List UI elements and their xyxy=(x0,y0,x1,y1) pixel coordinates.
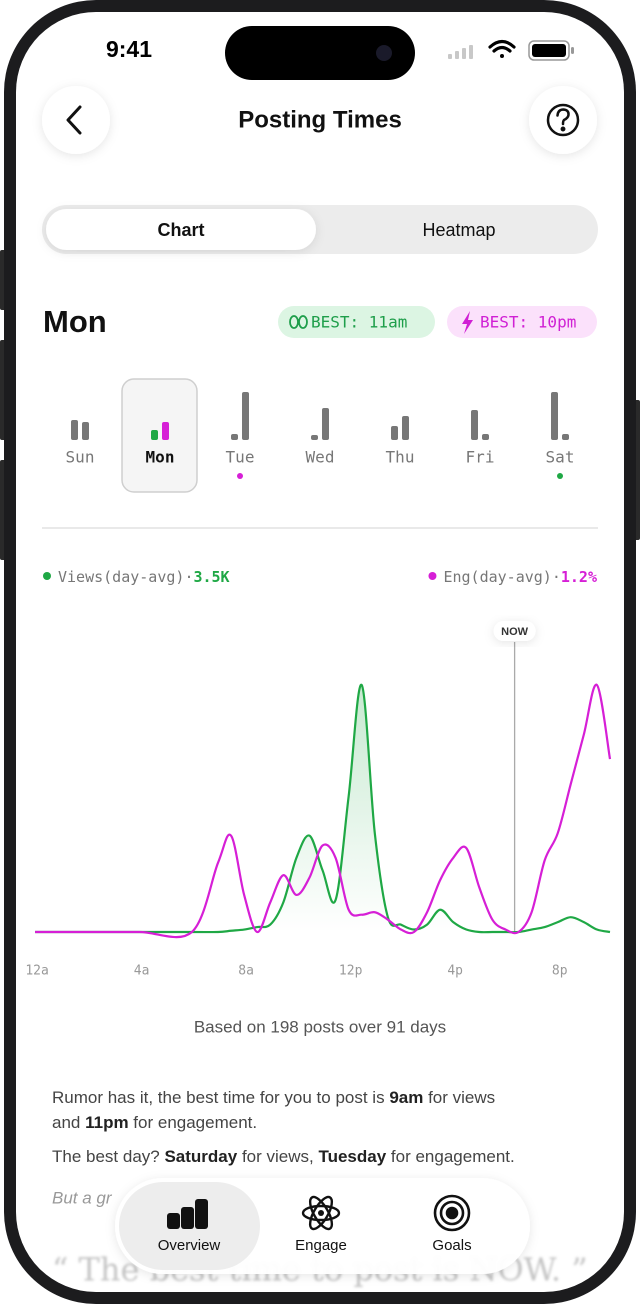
text-segment: Rumor has it, the best time for you to p… xyxy=(52,1088,389,1107)
now-label: NOW xyxy=(501,626,529,638)
goals-icon xyxy=(445,1206,459,1220)
day-bar-eng[interactable] xyxy=(82,422,89,440)
camera xyxy=(376,45,392,61)
best-day-dot xyxy=(557,473,563,479)
overview-icon xyxy=(195,1199,208,1229)
goals-icon xyxy=(439,1200,465,1226)
day-bar-views[interactable] xyxy=(471,410,478,440)
footnote: Based on 198 posts over 91 days xyxy=(194,1017,446,1036)
status-time: 9:41 xyxy=(106,36,152,62)
x-tick-label: 8a xyxy=(238,964,254,979)
paragraph-line: The best day? Saturday for views, Tuesda… xyxy=(52,1147,515,1166)
series-line xyxy=(35,683,611,934)
best-badge xyxy=(447,306,597,338)
day-title: Mon xyxy=(43,304,107,339)
engage-icon xyxy=(318,1210,324,1216)
tab-label[interactable]: Heatmap xyxy=(422,220,495,240)
legend-dot xyxy=(428,572,437,580)
text-segment: The best day? xyxy=(52,1147,164,1166)
day-selected[interactable] xyxy=(121,378,198,493)
day-bar-eng[interactable] xyxy=(162,422,169,440)
day-label[interactable]: Tue xyxy=(226,448,255,467)
day-bar-eng[interactable] xyxy=(322,408,329,440)
day-bar-eng[interactable] xyxy=(242,392,249,440)
bold-text: Saturday xyxy=(164,1147,237,1166)
tab-bar-label[interactable]: Engage xyxy=(295,1237,347,1254)
bolt-icon xyxy=(462,311,473,334)
legend-value: 3.5K xyxy=(193,568,229,586)
tab-bar-label[interactable]: Goals xyxy=(432,1237,471,1254)
day-label[interactable]: Mon xyxy=(146,448,175,467)
aside-text: But a gr xyxy=(52,1188,113,1207)
now-label-bg xyxy=(493,621,536,641)
day-label[interactable]: Sat xyxy=(546,448,575,467)
bold-text: Tuesday xyxy=(318,1147,386,1166)
screen-title: Posting Times xyxy=(238,106,402,133)
legend-value: 1.2% xyxy=(561,568,597,586)
day-bar-eng[interactable] xyxy=(562,434,569,440)
help-icon xyxy=(546,103,580,137)
tab-selected[interactable] xyxy=(46,209,316,250)
battery-icon xyxy=(528,40,574,61)
paragraph-line: Rumor has it, the best time for you to p… xyxy=(52,1088,495,1107)
x-tick-label: 12a xyxy=(25,964,48,979)
engage-icon xyxy=(308,1195,334,1231)
x-tick-label: 12p xyxy=(339,964,363,979)
legend-dot xyxy=(43,572,51,580)
overview-icon xyxy=(181,1207,194,1229)
day-bar-views[interactable] xyxy=(391,426,398,440)
goals-icon xyxy=(433,1194,471,1232)
legend-entry: Views(day-avg)·3.5K xyxy=(58,568,230,586)
x-tick-label: 4a xyxy=(134,964,150,979)
badge-text: BEST: 10pm xyxy=(480,313,576,332)
back-button[interactable] xyxy=(42,86,110,154)
paragraph-line: and 11pm for engagement. xyxy=(52,1113,257,1132)
text-segment: for engagement. xyxy=(129,1113,258,1132)
x-tick-label: 4p xyxy=(447,964,463,979)
day-bar-views[interactable] xyxy=(151,430,158,440)
day-bar-views[interactable] xyxy=(231,434,238,440)
day-bar-views[interactable] xyxy=(551,392,558,440)
series-line xyxy=(35,683,612,939)
legend-entry: Eng(day-avg)·1.2% xyxy=(443,568,597,586)
eyes-icon xyxy=(298,315,308,329)
text-segment: and xyxy=(52,1113,85,1132)
day-label[interactable]: Wed xyxy=(306,448,335,467)
text-segment: for views xyxy=(423,1088,495,1107)
wifi-icon xyxy=(488,39,516,58)
day-bar-views[interactable] xyxy=(71,420,78,440)
text-segment: for engagement. xyxy=(386,1147,515,1166)
dynamic-island xyxy=(225,26,415,80)
series-area xyxy=(35,684,611,933)
legend-separator: · xyxy=(184,568,193,586)
day-label[interactable]: Sun xyxy=(66,448,95,467)
x-tick-label: 8p xyxy=(552,964,568,979)
signal-icon xyxy=(448,45,473,59)
tab-label[interactable]: Chart xyxy=(157,220,204,240)
bold-text: 9am xyxy=(389,1088,423,1107)
back-icon xyxy=(66,105,82,135)
engage-icon xyxy=(301,1204,341,1222)
day-label[interactable]: Fri xyxy=(466,448,495,467)
day-bar-views[interactable] xyxy=(311,435,318,440)
overview-icon xyxy=(167,1213,180,1229)
legend-name: Views(day-avg) xyxy=(58,568,184,586)
day-bar-eng[interactable] xyxy=(402,416,409,440)
best-day-dot xyxy=(237,473,243,479)
engage-icon xyxy=(308,1195,334,1231)
day-label[interactable]: Thu xyxy=(386,448,415,467)
bold-text: 11pm xyxy=(85,1113,128,1132)
eyes-icon xyxy=(289,315,299,329)
badge-text: BEST: 11am xyxy=(311,313,407,332)
tab-bar-label[interactable]: Overview xyxy=(158,1237,221,1254)
best-badge xyxy=(278,306,435,338)
day-bar-eng[interactable] xyxy=(482,434,489,440)
legend-name: Eng(day-avg) xyxy=(443,568,551,586)
text-segment: for views, xyxy=(237,1147,318,1166)
legend-separator: · xyxy=(552,568,561,586)
